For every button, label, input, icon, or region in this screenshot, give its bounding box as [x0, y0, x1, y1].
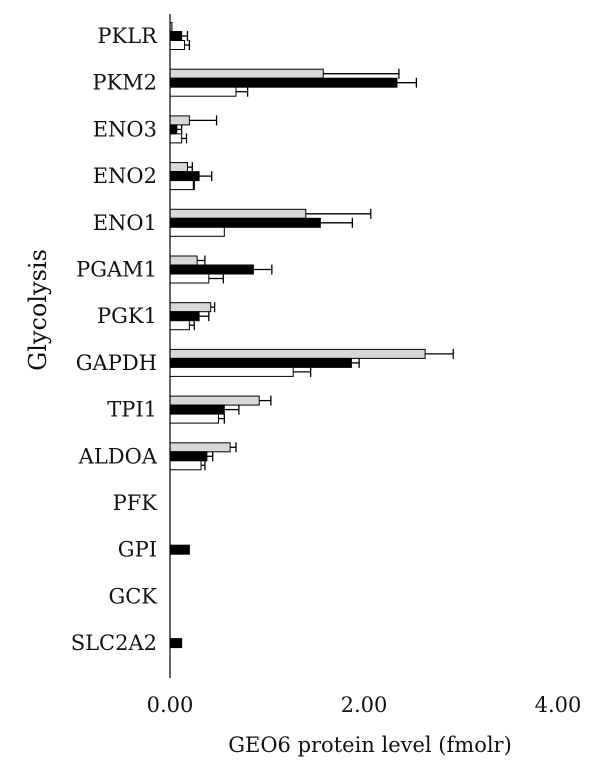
bar-series-2	[169, 404, 225, 415]
x-axis: 0.00 2.00 4.00	[147, 14, 582, 717]
category-label: PKM2	[92, 71, 157, 95]
bar-series-2	[169, 217, 321, 228]
category-label: PGAM1	[76, 258, 157, 282]
bar-series-3	[169, 273, 210, 284]
bar-series-3	[169, 133, 183, 144]
category-label: ENO3	[93, 117, 157, 141]
category-label: ALDOA	[78, 444, 158, 468]
x-tick-label: 0.00	[147, 693, 194, 717]
bar-series-1	[169, 208, 307, 219]
bar-series-3	[169, 366, 294, 377]
bar-series-1	[169, 115, 190, 126]
bar-series-2	[169, 77, 398, 88]
y-axis-title: Glycolysis	[24, 249, 52, 371]
x-axis-title: GEO6 protein level (fmolr)	[228, 733, 512, 757]
bar-series-2	[169, 124, 178, 135]
bar-series-3	[169, 86, 237, 97]
bar-series-3	[169, 320, 190, 331]
bar-series-2	[169, 311, 200, 322]
category-label: GPI	[118, 538, 157, 562]
category-label: TPI1	[107, 398, 157, 422]
bar-series-2	[169, 638, 183, 649]
bar-series-3	[169, 460, 202, 471]
category-labels: PKLR PKM2 ENO3 ENO2 ENO1 PGAM1 PGK1 GAPDH TPI1 AL…	[71, 24, 158, 655]
bar-series-3	[169, 413, 219, 424]
bar-series-1	[169, 68, 324, 79]
category-label: PFK	[113, 491, 158, 515]
category-label: SLC2A2	[71, 631, 157, 655]
category-label: GAPDH	[76, 351, 157, 375]
category-label: ENO2	[93, 164, 157, 188]
category-label: PKLR	[97, 24, 158, 48]
bar-series-1	[169, 442, 231, 453]
category-label: GCK	[108, 584, 157, 608]
bar-series-2	[169, 264, 254, 275]
bar-series-2	[169, 357, 352, 368]
bar-series-1	[169, 255, 198, 266]
bar-series-2	[169, 31, 183, 41]
bar-series-1	[169, 162, 188, 173]
x-tick-label: 4.00	[535, 693, 582, 717]
x-tick-label: 2.00	[341, 693, 388, 717]
bar-series-1	[169, 348, 426, 359]
bar-series-2	[169, 171, 200, 182]
bar-series-3	[169, 180, 194, 191]
category-label: PGK1	[97, 304, 157, 328]
bar-series-1	[169, 395, 260, 406]
bar-series-3	[169, 226, 225, 237]
bar-series-1	[169, 302, 212, 313]
bar-series-2	[169, 451, 208, 462]
bars-layer	[169, 22, 454, 649]
bar-series-3	[169, 40, 186, 50]
category-label: ENO1	[93, 211, 157, 235]
bar-series-2	[169, 544, 190, 555]
